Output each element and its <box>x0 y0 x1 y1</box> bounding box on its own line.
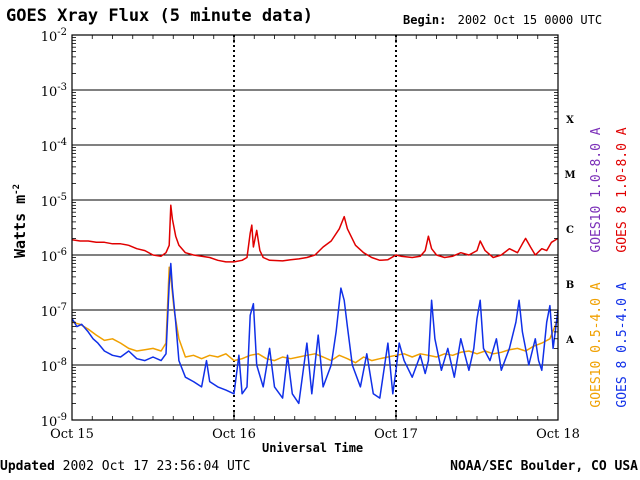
legend-entry: GOES10 1.0-8.0 A <box>589 127 604 252</box>
y-tick-label: 10-5 <box>41 192 67 210</box>
chart-title: GOES Xray Flux (5 minute data) <box>6 6 314 26</box>
y-tick-base: 10 <box>41 140 58 155</box>
y-tick-label: 10-4 <box>41 137 67 155</box>
flare-class-label: C <box>566 225 574 236</box>
footer-source: NOAA/SEC Boulder, CO USA <box>450 459 638 474</box>
y-tick-base: 10 <box>41 415 58 430</box>
y-axis-label: Watts m-2 <box>11 179 29 263</box>
footer-updated: Updated 2002 Oct 17 23:56:04 UTC <box>0 459 250 474</box>
y-tick-label: 10-8 <box>41 357 67 375</box>
x-axis-label: Universal Time <box>262 441 364 455</box>
x-tick-label: Oct 15 <box>50 427 94 442</box>
footer-updated-value: 2002 Oct 17 23:56:04 UTC <box>62 459 251 474</box>
y-tick-base: 10 <box>41 305 58 320</box>
y-tick-label: 10-7 <box>41 302 67 320</box>
y-tick-exponent: -5 <box>57 192 67 203</box>
y-tick-exponent: -3 <box>57 82 67 93</box>
y-tick-base: 10 <box>41 360 58 375</box>
series-line-goes-8-1-0-8-0-a <box>71 204 559 263</box>
y-tick-exponent: -7 <box>57 302 67 313</box>
y-axis-label-exponent: -2 <box>12 183 22 195</box>
x-tick-label: Oct 16 <box>212 427 256 442</box>
flare-class-label: A <box>565 335 574 346</box>
x-tick-label: Oct 17 <box>374 427 418 442</box>
begin-label-text: Begin: <box>403 13 447 27</box>
y-tick-exponent: -2 <box>57 27 67 38</box>
flare-class-label: M <box>564 170 575 181</box>
legend-entry: GOES10 0.5-4.0 A <box>589 282 604 407</box>
series-line-goes-8-0-5-4-0-a <box>71 262 559 405</box>
y-tick-base: 10 <box>41 195 58 210</box>
y-tick-base: 10 <box>41 30 58 45</box>
y-tick-label: 10-2 <box>41 27 67 45</box>
flare-class-label: B <box>566 280 574 291</box>
begin-label: Begin: 2002 Oct 15 0000 UTC <box>403 13 602 27</box>
y-tick-base: 10 <box>41 250 58 265</box>
y-tick-exponent: -6 <box>57 247 67 258</box>
y-tick-label: 10-3 <box>41 82 67 100</box>
y-tick-exponent: -8 <box>57 357 67 368</box>
legend-entry: GOES 8 0.5-4.0 A <box>615 282 630 407</box>
y-axis-label-text: Watts m <box>11 194 29 259</box>
flare-class-label: X <box>566 115 574 126</box>
y-tick-label: 10-9 <box>41 412 67 430</box>
y-tick-exponent: -4 <box>57 137 67 148</box>
x-tick-label: Oct 18 <box>536 427 580 442</box>
y-tick-base: 10 <box>41 85 58 100</box>
y-tick-exponent: -9 <box>57 412 67 423</box>
begin-value: 2002 Oct 15 0000 UTC <box>457 13 603 27</box>
legend-entry: GOES 8 1.0-8.0 A <box>615 127 630 252</box>
footer-updated-label: Updated <box>0 459 55 474</box>
y-tick-label: 10-6 <box>41 247 67 265</box>
series-line-goes10-0-5-4-0-a <box>71 266 559 364</box>
